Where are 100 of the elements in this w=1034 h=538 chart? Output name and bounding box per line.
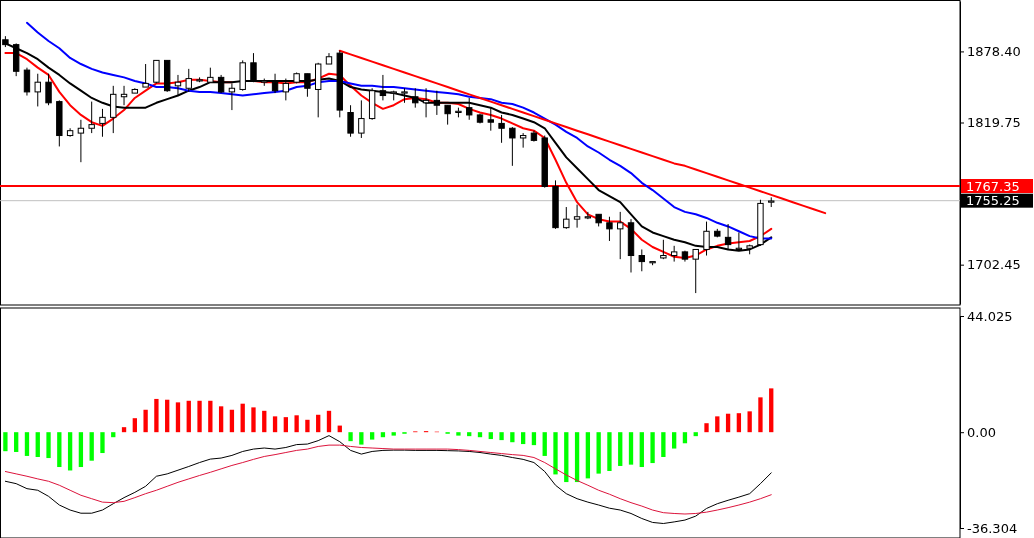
bar [477, 432, 483, 438]
candlestick [110, 85, 117, 134]
bar [197, 400, 202, 433]
bar [369, 432, 375, 440]
candlestick [617, 211, 624, 260]
bar [89, 432, 94, 461]
bar [672, 432, 677, 449]
ref-line-label: 1767.35 [966, 178, 1020, 194]
candlestick [573, 204, 581, 229]
bar [175, 402, 181, 433]
candlestick [142, 63, 149, 88]
bar [35, 432, 40, 457]
candlestick [250, 52, 257, 83]
bar [262, 410, 267, 433]
bar [305, 419, 310, 433]
bar [240, 403, 245, 433]
y-tick-label: -36.304 [967, 520, 1018, 536]
line-series [4, 435, 772, 524]
bar [272, 416, 278, 433]
candlestick [228, 82, 236, 111]
bar [467, 432, 472, 437]
bar [618, 432, 623, 466]
ref-line-label: 1755.25 [966, 193, 1020, 209]
bar [218, 406, 224, 433]
bar [186, 400, 191, 433]
bar [520, 432, 526, 445]
candlestick [45, 73, 52, 106]
bar [143, 409, 148, 433]
bar [607, 432, 612, 471]
bar [229, 409, 235, 433]
bar [46, 432, 51, 459]
bar [294, 415, 299, 433]
bar [316, 414, 321, 433]
candlestick [34, 73, 41, 107]
candlestick [487, 107, 494, 132]
bar [510, 432, 515, 443]
bar [391, 432, 396, 436]
candlestick [606, 216, 613, 242]
bar [14, 432, 19, 452]
bar [736, 413, 742, 433]
candlestick [185, 68, 192, 93]
candlestick [88, 101, 95, 134]
line-series [25, 21, 773, 240]
bar [499, 432, 504, 441]
y-tick-label: 1819.75 [967, 115, 1021, 131]
y-tick-label: 1878.40 [967, 44, 1021, 60]
bar [650, 432, 655, 464]
candlestick [433, 90, 441, 116]
candlestick [584, 211, 592, 220]
candlestick [23, 67, 31, 97]
bar [326, 410, 332, 433]
bar [693, 432, 698, 437]
bar [67, 432, 73, 471]
bar [348, 432, 353, 442]
bar [585, 432, 591, 479]
bar [208, 400, 213, 433]
bar [747, 411, 752, 433]
bar [251, 407, 256, 433]
bar [758, 397, 763, 433]
candlestick [347, 104, 354, 138]
bar [380, 432, 386, 438]
candlestick [379, 74, 387, 101]
candlestick [563, 206, 570, 230]
bar [564, 432, 569, 483]
candlestick [498, 114, 505, 144]
candlestick [509, 126, 516, 167]
bar [542, 432, 547, 456]
candlestick [77, 119, 85, 163]
y-tick-label: 0.00 [967, 424, 996, 440]
candlestick [271, 73, 279, 94]
y-tick-label: 44.025 [967, 308, 1013, 324]
bar [488, 432, 493, 440]
bar [769, 388, 774, 433]
y-tick-label: 1702.45 [967, 257, 1021, 273]
candlestick [412, 87, 419, 109]
bar [661, 432, 666, 457]
bar [165, 399, 170, 433]
candlestick [99, 108, 106, 138]
candlestick [692, 248, 699, 294]
candlestick [466, 97, 473, 121]
bar [283, 417, 288, 433]
bar [531, 432, 537, 446]
candlestick [444, 104, 451, 126]
bar [553, 432, 558, 475]
bar [628, 432, 634, 465]
bar [121, 427, 127, 433]
bar [639, 432, 644, 468]
bar [725, 413, 731, 433]
line-series [4, 444, 772, 515]
bar [132, 418, 137, 433]
candlestick [304, 73, 311, 98]
candlestick [519, 132, 527, 149]
bar [715, 416, 720, 433]
bar [682, 432, 688, 444]
bar [24, 432, 30, 456]
bar [704, 423, 709, 433]
bar [57, 432, 62, 468]
bar [359, 432, 364, 445]
candlestick [358, 99, 365, 139]
bar [111, 432, 116, 438]
